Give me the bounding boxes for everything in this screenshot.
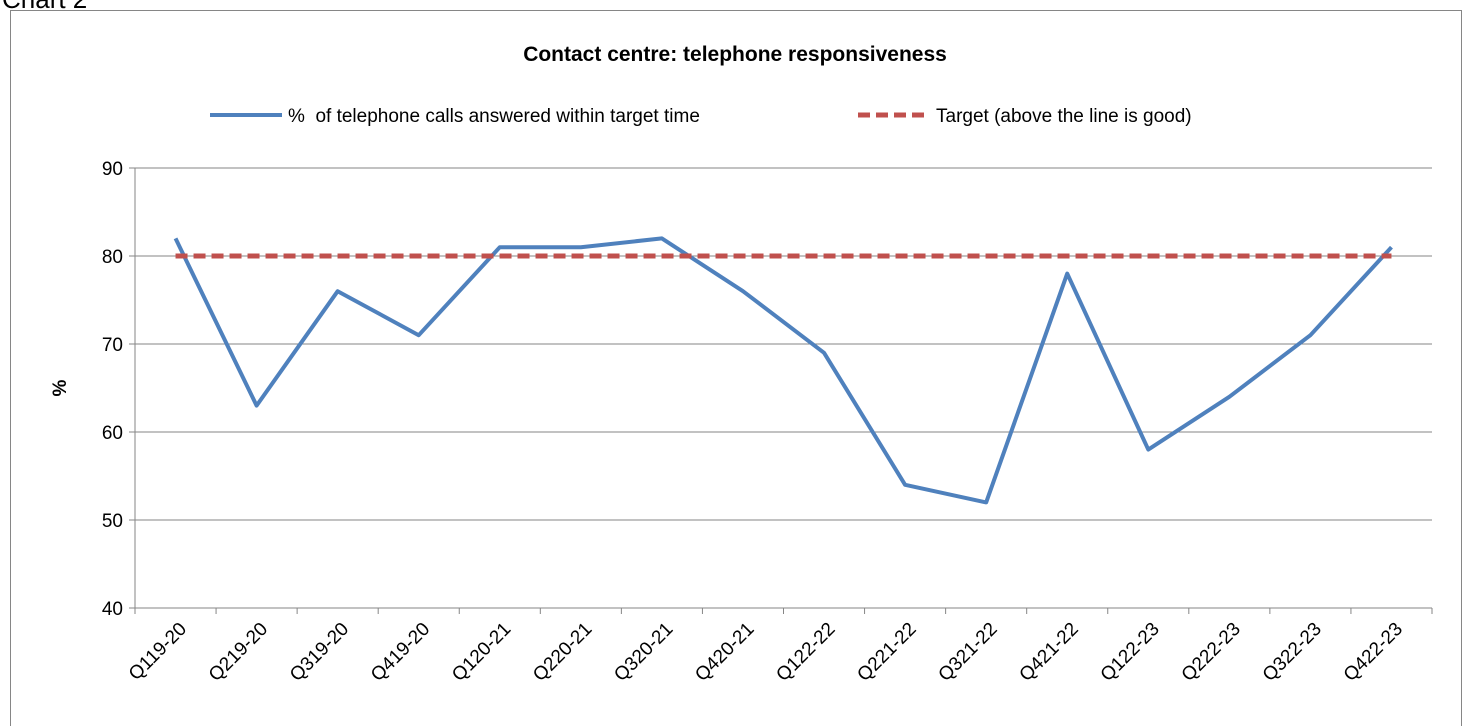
x-tick-label: Q122-22 <box>772 619 839 686</box>
x-tick-label: Q320-21 <box>610 619 677 686</box>
x-tick-label: Q220-21 <box>529 619 596 686</box>
x-tick-label: Q122-23 <box>1097 619 1164 686</box>
y-tick-label: 60 <box>102 423 123 444</box>
series-line <box>173 236 1393 505</box>
heading: Chart 2 <box>2 0 87 14</box>
x-tick-label: Q221-22 <box>853 619 920 686</box>
x-tick-label: Q421-22 <box>1016 619 1083 686</box>
legend-label: % of telephone calls answered within tar… <box>288 106 700 127</box>
legend-label: Target (above the line is good) <box>936 106 1192 127</box>
x-tick-label: Q219-20 <box>205 619 272 686</box>
x-tick-label: Q419-20 <box>367 619 434 686</box>
y-axis-label: % <box>50 379 71 396</box>
y-tick-label: 80 <box>102 247 123 268</box>
x-tick-label: Q321-22 <box>935 619 1002 686</box>
chart-border <box>10 10 1462 726</box>
chart-title: Contact centre: telephone responsiveness <box>523 43 947 66</box>
y-tick-label: 70 <box>102 335 123 356</box>
x-tick-label: Q319-20 <box>286 619 353 686</box>
y-tick-label: 40 <box>102 599 123 620</box>
x-tick-label: Q422-23 <box>1340 619 1407 686</box>
x-tick-label: Q222-23 <box>1178 619 1245 686</box>
x-tick-label: Q420-21 <box>691 619 758 686</box>
y-tick-label: 90 <box>102 159 123 180</box>
x-tick-label: Q119-20 <box>125 619 191 685</box>
y-tick-label: 50 <box>102 511 123 532</box>
x-tick-label: Q120-21 <box>448 619 515 686</box>
x-tick-label: Q322-23 <box>1259 619 1326 686</box>
